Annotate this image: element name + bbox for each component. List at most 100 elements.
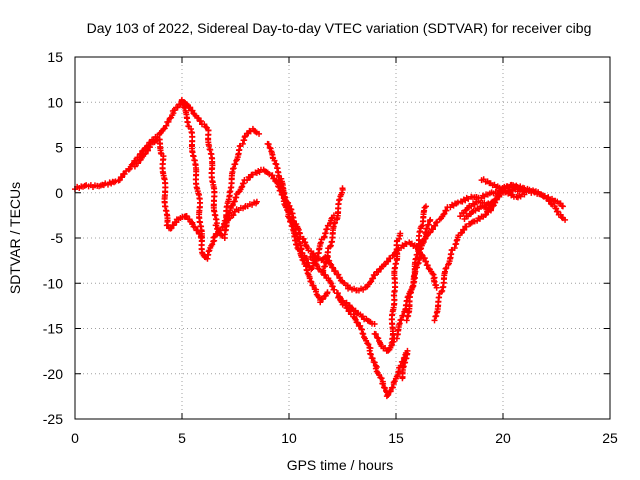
data-point xyxy=(375,269,382,276)
series-satellite-track-6 xyxy=(264,140,331,306)
y-tick-label: -15 xyxy=(43,321,63,337)
data-point xyxy=(337,294,344,301)
data-point xyxy=(327,260,334,267)
chart-title: Day 103 of 2022, Sidereal Day-to-day VTE… xyxy=(87,20,592,36)
series-satellite-track-19 xyxy=(478,176,528,201)
data-point xyxy=(544,194,551,201)
data-point xyxy=(317,299,324,306)
data-point xyxy=(371,359,378,366)
data-point xyxy=(322,271,329,278)
data-point xyxy=(327,243,334,250)
data-point xyxy=(174,104,181,111)
data-point xyxy=(119,174,126,181)
data-point xyxy=(423,258,430,265)
data-point xyxy=(371,320,378,327)
data-point xyxy=(382,384,389,391)
data-point xyxy=(163,122,170,129)
data-point xyxy=(180,104,187,111)
data-point xyxy=(387,255,394,262)
data-point xyxy=(443,207,450,214)
data-point xyxy=(332,268,339,275)
data-point xyxy=(367,279,374,286)
data-point xyxy=(310,282,317,289)
data-point xyxy=(278,181,285,188)
data-point xyxy=(422,233,429,240)
series-satellite-track-3 xyxy=(179,100,260,262)
data-point xyxy=(399,375,406,382)
data-point xyxy=(230,212,237,219)
x-tick-label: 15 xyxy=(388,430,404,446)
x-tick-label: 0 xyxy=(71,430,79,446)
data-point xyxy=(286,202,293,209)
data-point xyxy=(432,222,439,229)
series-satellite-track-9 xyxy=(320,185,346,274)
y-tick-label: 0 xyxy=(55,185,63,201)
data-point xyxy=(562,216,569,223)
data-point xyxy=(183,212,190,219)
data-point xyxy=(429,226,436,233)
data-point xyxy=(322,263,329,270)
series-satellite-track-1 xyxy=(72,96,228,241)
data-point xyxy=(427,229,434,236)
series-satellite-track-2 xyxy=(131,136,205,241)
data-point xyxy=(317,239,324,246)
data-point xyxy=(244,177,251,184)
data-point xyxy=(371,272,378,279)
data-point xyxy=(323,226,330,233)
data-point xyxy=(256,130,263,137)
data-point xyxy=(424,262,431,269)
data-point xyxy=(367,351,374,358)
data-point xyxy=(308,278,315,285)
data-point xyxy=(368,278,375,285)
data-point xyxy=(443,265,450,272)
data-point xyxy=(202,123,209,130)
data-point xyxy=(390,379,397,386)
data-point xyxy=(521,185,528,192)
x-tick-label: 20 xyxy=(495,430,511,446)
data-point xyxy=(378,375,385,382)
data-point xyxy=(364,340,371,347)
data-point xyxy=(397,230,404,237)
x-tick-label: 25 xyxy=(602,430,618,446)
series-satellite-track-13 xyxy=(388,230,404,346)
data-point xyxy=(398,316,405,323)
data-point xyxy=(385,391,392,398)
data-point xyxy=(265,141,272,148)
data-point xyxy=(225,210,232,217)
data-point xyxy=(359,313,366,320)
series-satellite-track-18 xyxy=(461,198,496,222)
data-point xyxy=(253,198,260,205)
data-point xyxy=(210,234,217,241)
data-point xyxy=(211,233,218,240)
data-point xyxy=(293,231,300,238)
data-point xyxy=(300,235,307,242)
data-point xyxy=(387,388,394,395)
series-satellite-track-12 xyxy=(371,216,434,354)
series-satellite-track-4 xyxy=(221,125,263,238)
data-point xyxy=(276,177,283,184)
data-point xyxy=(339,185,346,192)
y-tick-label: 15 xyxy=(47,49,63,65)
data-point xyxy=(331,286,338,293)
data-point xyxy=(187,104,194,111)
data-point xyxy=(294,235,301,242)
data-point xyxy=(429,270,436,277)
x-axis-label: GPS time / hours xyxy=(287,457,394,473)
data-point xyxy=(229,202,236,209)
data-point xyxy=(308,253,315,260)
x-tick-label: 5 xyxy=(178,430,186,446)
series-satellite-track-14 xyxy=(403,203,429,324)
y-tick-label: -5 xyxy=(51,230,64,246)
data-point xyxy=(180,100,187,107)
data-point xyxy=(224,213,231,220)
data-point xyxy=(554,208,561,215)
data-point xyxy=(332,219,339,226)
data-point xyxy=(146,144,153,151)
data-point xyxy=(427,216,434,223)
data-point xyxy=(269,172,276,179)
data-point xyxy=(209,241,216,248)
y-axis-label: SDTVAR / TECUs xyxy=(7,182,23,294)
y-tick-label: -10 xyxy=(43,275,63,291)
data-point xyxy=(451,244,458,251)
y-tick-label: -25 xyxy=(43,411,63,427)
